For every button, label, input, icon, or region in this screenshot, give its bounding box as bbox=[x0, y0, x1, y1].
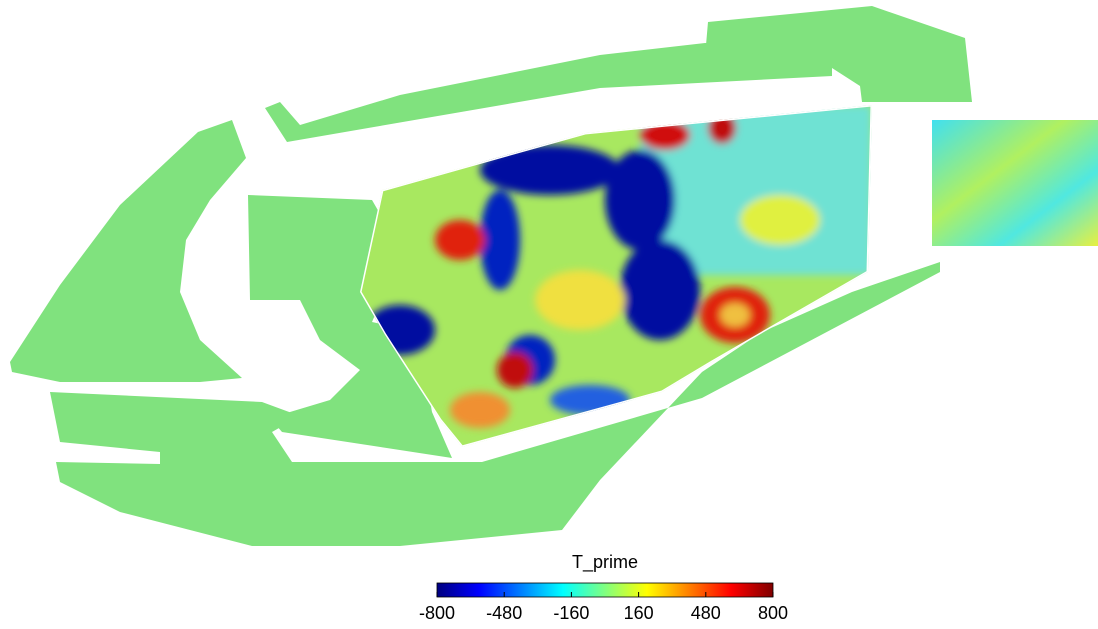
colorbar-tick-label: -800 bbox=[419, 603, 455, 623]
colorbar-tick-label: 480 bbox=[691, 603, 721, 623]
colorbar-tick-label: -480 bbox=[486, 603, 522, 623]
exit-field bbox=[932, 120, 1098, 246]
colorbar-tick-label: 800 bbox=[758, 603, 788, 623]
temperature-field bbox=[360, 105, 872, 447]
colorbar-title: T_prime bbox=[572, 552, 638, 573]
colorbar-tick-label: 160 bbox=[624, 603, 654, 623]
colorbar-tick-label: -160 bbox=[553, 603, 589, 623]
colorbar bbox=[436, 582, 774, 598]
geometry bbox=[10, 6, 972, 546]
